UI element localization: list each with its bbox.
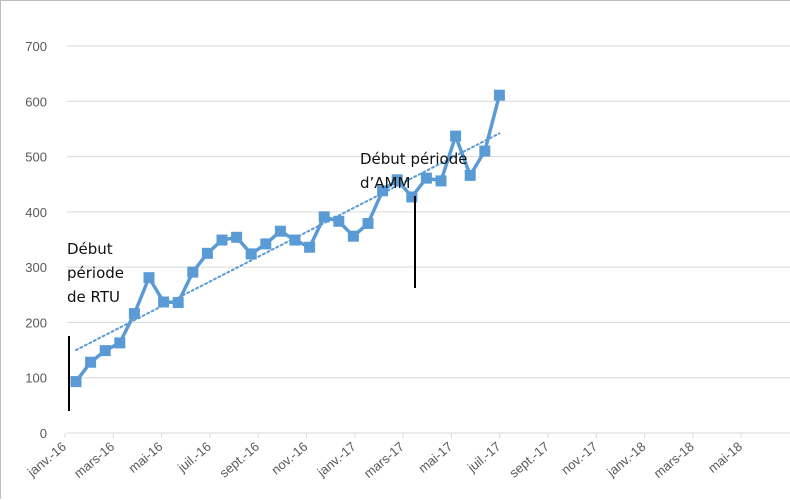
series-group	[74, 94, 502, 383]
data-point	[304, 241, 316, 253]
y-tick-label: 400	[25, 205, 47, 220]
data-point	[479, 145, 491, 157]
x-tick-label: janv.-17	[314, 439, 359, 480]
x-tick-label: juil.-17	[464, 439, 504, 476]
data-point	[231, 231, 243, 243]
x-tick-label: nov.-17	[558, 439, 600, 478]
data-point	[70, 376, 82, 388]
x-tick-label: nov.-16	[268, 439, 310, 478]
data-point	[464, 169, 476, 181]
x-tick-label: mars-16	[71, 439, 117, 481]
data-point	[245, 248, 257, 260]
data-point	[318, 211, 330, 223]
data-point	[435, 175, 447, 187]
y-tick-label: 0	[40, 426, 47, 441]
x-tick-label: mai-17	[415, 439, 455, 476]
annotations-group: Début période de RTU Début période d’AMM	[67, 150, 467, 411]
trendline	[75, 132, 501, 352]
data-point	[420, 172, 432, 184]
data-point	[260, 238, 272, 250]
data-point	[274, 225, 286, 237]
data-point	[450, 130, 462, 142]
series-line	[74, 94, 502, 383]
data-point	[406, 191, 418, 203]
annotation-rtu-text: de RTU	[67, 288, 120, 306]
annotation-amm-text: d’AMM	[360, 174, 410, 192]
x-tick-label: mars-17	[361, 439, 407, 481]
x-axis-ticks: janv.-16 mars-16 mai-16 juil.-16 sept.-16 nov…	[24, 433, 745, 481]
y-axis-ticks: 0 100 200 300 400 500 600 700	[25, 39, 47, 441]
data-point	[128, 308, 140, 320]
data-point	[99, 345, 111, 357]
annotation-amm-text: Début période	[360, 150, 467, 168]
annotation-rtu-text: Début	[67, 240, 113, 258]
data-point	[143, 272, 155, 284]
data-point	[289, 234, 301, 246]
x-tick-label: sept.-16	[216, 439, 262, 481]
annotation-rtu-text: période	[67, 264, 124, 282]
y-tick-label: 600	[25, 94, 47, 109]
x-tick-label: mars-18	[651, 439, 697, 481]
data-point	[201, 247, 213, 259]
x-tick-label: sept.-17	[506, 439, 552, 481]
data-point	[216, 234, 228, 246]
data-point	[377, 185, 389, 197]
x-tick-label: mai-16	[125, 439, 165, 476]
data-point	[85, 356, 97, 368]
y-tick-label: 200	[25, 315, 47, 330]
x-tick-label: juil.-16	[174, 439, 214, 476]
gridlines	[67, 45, 790, 434]
data-point	[347, 230, 359, 242]
data-point	[391, 174, 403, 186]
data-point	[187, 266, 199, 278]
data-point	[158, 296, 170, 308]
y-tick-label: 500	[25, 150, 47, 165]
y-tick-label: 700	[25, 39, 47, 54]
trendline-group	[75, 132, 501, 352]
x-tick-label: mai-18	[705, 439, 745, 476]
markers-group	[70, 89, 505, 388]
data-point	[333, 215, 345, 227]
data-point	[114, 337, 126, 349]
x-tick-label: janv.-16	[24, 439, 69, 480]
data-point	[362, 217, 374, 229]
y-tick-label: 300	[25, 260, 47, 275]
data-point	[172, 297, 184, 309]
y-tick-label: 100	[25, 371, 47, 386]
x-tick-label: janv.-18	[603, 439, 648, 480]
data-point	[493, 89, 505, 101]
